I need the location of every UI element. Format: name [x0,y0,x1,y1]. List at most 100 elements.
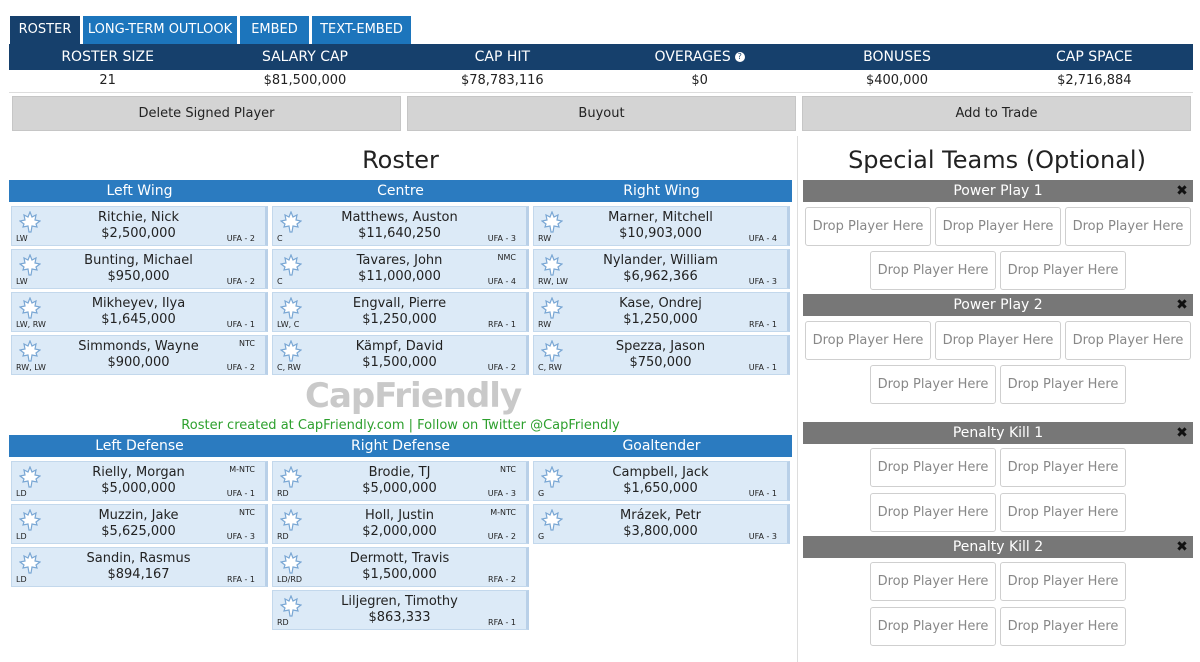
player-card[interactable]: Liljegren, Timothy $863,333 RD RFA - 1 [272,590,529,630]
team-logo [279,465,303,488]
player-name: Rielly, Morgan [92,465,185,480]
player-name: Dermott, Travis [349,551,450,566]
team-logo [279,253,303,276]
contract-clause: M-NTC [229,465,255,474]
remove-unit[interactable]: ✖ [1176,297,1188,313]
summary-value: $78,783,116 [460,73,544,88]
team-logo [279,339,303,362]
contract-clause: NTC [500,465,516,474]
player-salary: $1,650,000 [623,481,698,496]
player-position: RW, LW [538,277,568,286]
drop-slot[interactable]: Drop Player Here [870,493,996,532]
player-card[interactable]: Holl, Justin $2,000,000 RD UFA - 2 M-NTC [272,504,529,544]
player-name: Matthews, Auston [341,210,458,225]
player-card[interactable]: Muzzin, Jake $5,625,000 LD UFA - 3 NTC [11,504,268,544]
drop-slot[interactable]: Drop Player Here [1000,448,1126,487]
drop-slot[interactable]: Drop Player Here [870,562,996,601]
player-card[interactable]: Tavares, John $11,000,000 C UFA - 4 NMC [272,249,529,289]
player-card[interactable]: Spezza, Jason $750,000 C, RW UFA - 1 [533,335,790,375]
player-position: LD [16,575,27,584]
player-salary: $950,000 [107,269,170,284]
drop-slot[interactable]: Drop Player Here [870,607,996,646]
action-button[interactable]: Delete Signed Player [12,96,401,131]
player-salary: $5,000,000 [101,481,176,496]
player-card[interactable]: Campbell, Jack $1,650,000 G UFA - 1 [533,461,790,501]
remove-unit[interactable]: ✖ [1176,183,1188,199]
player-card[interactable]: Marner, Mitchell $10,903,000 RW UFA - 4 [533,206,790,246]
team-logo [279,551,303,574]
player-position: RD [277,489,289,498]
position-header: Left Defense [95,438,184,454]
player-name: Muzzin, Jake [98,508,179,523]
drop-slot[interactable]: Drop Player Here [935,207,1061,246]
contract-clause: NTC [239,508,255,517]
player-card[interactable]: Kämpf, David $1,500,000 C, RW UFA - 2 [272,335,529,375]
player-card[interactable]: Kase, Ondrej $1,250,000 RW RFA - 1 [533,292,790,332]
player-position: G [538,489,545,498]
player-card[interactable]: Simmonds, Wayne $900,000 RW, LW UFA - 2 NTC [11,335,268,375]
player-card[interactable]: Rielly, Morgan $5,000,000 LD UFA - 1 M-NTC [11,461,268,501]
drop-slot[interactable]: Drop Player Here [870,448,996,487]
player-card[interactable]: Brodie, TJ $5,000,000 RD UFA - 3 NTC [272,461,529,501]
position-header: Goaltender [622,438,701,454]
contract-status: UFA - 3 [748,277,777,286]
drop-slot[interactable]: Drop Player Here [935,321,1061,360]
team-logo [540,508,564,531]
drop-slot[interactable]: Drop Player Here [805,321,931,360]
contract-clause: NTC [239,339,255,348]
player-position: G [538,532,545,541]
unit-name: Power Play 2 [953,297,1043,313]
action-button[interactable]: Add to Trade [802,96,1191,131]
contract-status: RFA - 1 [227,575,255,584]
player-card[interactable]: Mikheyev, Ilya $1,645,000 LW, RW UFA - 1 [11,292,268,332]
action-button[interactable]: Buyout [407,96,796,131]
player-salary: $1,645,000 [101,312,176,327]
drop-slot[interactable]: Drop Player Here [805,207,931,246]
drop-slot[interactable]: Drop Player Here [870,251,996,290]
player-card[interactable]: Mrázek, Petr $3,800,000 G UFA - 3 [533,504,790,544]
player-card[interactable]: Dermott, Travis $1,500,000 LD/RD RFA - 2 [272,547,529,587]
player-name: Brodie, TJ [368,465,431,480]
remove-unit[interactable]: ✖ [1176,425,1188,441]
contract-clause: M-NTC [490,508,516,517]
team-logo [18,296,42,319]
drop-slot[interactable]: Drop Player Here [1000,493,1126,532]
player-card[interactable]: Sandin, Rasmus $894,167 LD RFA - 1 [11,547,268,587]
remove-unit[interactable]: ✖ [1176,539,1188,555]
player-card[interactable]: Engvall, Pierre $1,250,000 LW, C RFA - 1 [272,292,529,332]
player-position: RD [277,618,289,627]
drop-slot[interactable]: Drop Player Here [1000,251,1126,290]
contract-status: RFA - 1 [488,618,516,627]
drop-slot[interactable]: Drop Player Here [1065,207,1191,246]
contract-status: UFA - 3 [226,532,255,541]
drop-slot[interactable]: Drop Player Here [1000,562,1126,601]
player-position: RW [538,320,552,329]
tab[interactable]: TEXT-EMBED [312,16,411,44]
contract-status: UFA - 1 [226,320,255,329]
tab[interactable]: EMBED [240,16,309,44]
player-card[interactable]: Ritchie, Nick $2,500,000 LW UFA - 2 [11,206,268,246]
player-salary: $2,500,000 [101,226,176,241]
help-icon[interactable]: ? [734,52,745,62]
team-logo [540,253,564,276]
player-position: C, RW [277,363,301,372]
player-salary: $11,000,000 [358,269,441,284]
summary-value: $400,000 [865,73,928,88]
player-card[interactable]: Matthews, Auston $11,640,250 C UFA - 3 [272,206,529,246]
tab[interactable]: LONG-TERM OUTLOOK [83,16,237,44]
drop-slot[interactable]: Drop Player Here [1000,607,1126,646]
player-card[interactable]: Nylander, William $6,962,366 RW, LW UFA - 3 [533,249,790,289]
summary-value: $81,500,000 [263,73,347,88]
drop-slot[interactable]: Drop Player Here [1000,365,1126,404]
drop-slot[interactable]: Drop Player Here [870,365,996,404]
player-name: Mrázek, Petr [620,508,701,523]
drop-slot[interactable]: Drop Player Here [1065,321,1191,360]
player-name: Mikheyev, Ilya [91,296,186,311]
player-position: LD/RD [277,575,303,584]
tab[interactable]: ROSTER [10,16,80,44]
player-name: Liljegren, Timothy [341,594,458,609]
player-card[interactable]: Bunting, Michael $950,000 LW UFA - 2 [11,249,268,289]
contract-status: UFA - 2 [226,234,255,243]
position-header: Right Defense [350,438,451,454]
contract-status: UFA - 2 [487,363,516,372]
